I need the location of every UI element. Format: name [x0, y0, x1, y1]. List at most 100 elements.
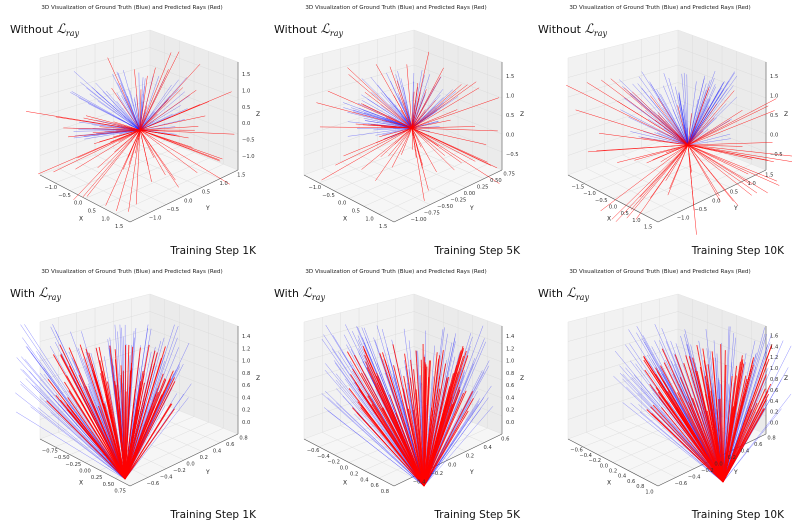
y-tick-label: 0.00 [464, 191, 476, 197]
predicted-ray [139, 129, 230, 185]
predicted-ray [411, 127, 425, 201]
x-tick-label: 0.00 [79, 469, 91, 475]
ground-truth-ray [47, 391, 126, 480]
predicted-ray [411, 127, 455, 171]
loss-symbol: ℒ [56, 22, 66, 37]
predicted-ray [411, 86, 418, 129]
panel-title: 3D Visualization of Ground Truth (Blue) … [569, 5, 751, 11]
z-tick-label: 0.4 [770, 399, 779, 405]
x-tick-label: −0.5 [322, 193, 335, 199]
ray-plot-3d: −0.6−0.4−0.20.00.20.40.60.8−0.4−0.20.00.… [303, 293, 524, 495]
panel-without-10k: 3D Visualization of Ground Truth (Blue) … [528, 0, 792, 263]
x-tick-label: −0.5 [58, 193, 71, 199]
predicted-ray [406, 64, 413, 129]
ground-truth-ray [327, 410, 425, 487]
y-tick-label: −0.4 [688, 474, 701, 480]
predicted-ray [687, 110, 775, 146]
z-tick-label: −1.0 [242, 154, 255, 160]
x-tick-label: −0.2 [327, 460, 340, 466]
x-axis-label: X [607, 216, 611, 223]
ground-truth-ray [102, 91, 141, 131]
condition-word: With [10, 287, 35, 300]
ground-truth-ray [139, 113, 173, 131]
predicted-ray [423, 360, 431, 487]
z-tick-label: 0.8 [506, 371, 514, 377]
loss-symbol: ℒ [302, 286, 312, 301]
ground-truth-ray [123, 115, 141, 131]
y-axis-label: Y [733, 205, 738, 212]
y-tick-label: 0.0 [186, 461, 194, 467]
x-tick-label: −0.6 [570, 448, 583, 454]
predicted-ray [99, 126, 141, 131]
z-tick-label: 1.5 [506, 74, 514, 80]
x-tick-label: 0.0 [600, 463, 608, 469]
y-tick-label: 0.5 [202, 190, 210, 196]
predicted-ray [343, 127, 413, 157]
z-axis-label: Z [520, 375, 524, 382]
ground-truth-ray [645, 110, 689, 146]
predicted-ray [722, 391, 769, 483]
predicted-ray [687, 109, 743, 146]
ground-truth-ray [683, 72, 689, 146]
x-tick-label: 0.0 [609, 205, 617, 211]
training-step-label: Training Step 10K [691, 509, 784, 521]
ground-truth-ray [678, 103, 689, 146]
ground-truth-ray [50, 412, 126, 480]
predicted-ray [53, 129, 141, 173]
ground-truth-ray [687, 78, 705, 146]
ground-truth-ray [324, 390, 425, 487]
predicted-ray [410, 359, 425, 487]
predicted-ray [423, 378, 449, 487]
grid-line [114, 163, 224, 215]
predicted-ray [381, 408, 425, 487]
rays [316, 51, 500, 201]
training-step-label: Training Step 5K [434, 245, 520, 257]
predicted-ray [97, 405, 126, 480]
y-tick-label: 0.6 [226, 442, 234, 448]
predicted-ray [411, 67, 444, 129]
predicted-ray [704, 375, 724, 483]
predicted-ray [364, 92, 413, 129]
predicted-ray [139, 99, 169, 131]
predicted-ray [79, 344, 126, 480]
predicted-ray [687, 144, 753, 160]
x-tick-label: −1.0 [583, 191, 596, 197]
panel-without-1k: 3D Visualization of Ground Truth (Blue) … [0, 0, 264, 263]
y-tick-label: 0.50 [490, 178, 502, 184]
grid-line [114, 427, 224, 479]
y-tick-label: −1.0 [149, 216, 162, 222]
y-tick-label: −0.5 [167, 207, 180, 213]
ground-truth-ray [324, 370, 425, 487]
ground-truth-ray [361, 100, 413, 129]
predicted-ray [52, 354, 126, 480]
predicted-ray [411, 92, 421, 129]
ground-truth-ray [70, 92, 141, 131]
predicted-ray [722, 365, 727, 483]
ground-truth-ray [106, 90, 141, 131]
z-tick-label: −0.5 [242, 138, 255, 144]
condition-label: With ℒray [538, 286, 589, 302]
ground-truth-ray [620, 109, 689, 146]
x-tick-label: 1.0 [645, 489, 653, 495]
predicted-ray [675, 408, 724, 483]
loss-symbol: ℒ [320, 22, 330, 37]
predicted-ray [38, 129, 141, 175]
predicted-ray [722, 345, 772, 483]
predicted-ray [376, 382, 425, 487]
ground-truth-ray [364, 120, 413, 129]
predicted-ray [115, 129, 141, 132]
predicted-ray [120, 365, 126, 480]
ray-plot-3d: −1.5−1.0−0.50.00.51.01.5−1.0−0.50.00.51.… [566, 29, 792, 235]
y-tick-label: −0.2 [701, 468, 714, 474]
predicted-ray [611, 144, 689, 220]
predicted-ray [423, 355, 441, 487]
z-tick-label: 0.0 [506, 133, 514, 139]
predicted-ray [687, 144, 792, 157]
predicted-ray [63, 127, 141, 131]
predicted-ray [722, 408, 765, 483]
panel-with-5k: 3D Visualization of Ground Truth (Blue) … [264, 264, 528, 527]
ground-truth-ray [361, 94, 413, 129]
z-tick-label: 0.0 [242, 121, 250, 127]
predicted-ray [139, 113, 158, 131]
predicted-ray [692, 357, 724, 483]
